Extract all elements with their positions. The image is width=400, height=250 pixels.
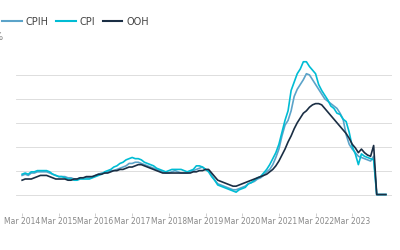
- CPIH: [384, 193, 388, 196]
- CPI: [270, 157, 275, 160]
- Line: CPI: CPI: [22, 62, 386, 194]
- Line: OOH: OOH: [22, 104, 386, 194]
- CPIH: [20, 174, 24, 177]
- OOH: [20, 179, 24, 182]
- CPI: [377, 193, 382, 196]
- CPI: [301, 60, 306, 63]
- CPIH: [374, 193, 379, 196]
- OOH: [118, 168, 122, 171]
- OOH: [374, 193, 379, 196]
- OOH: [222, 181, 226, 184]
- CPIH: [222, 185, 226, 188]
- CPI: [118, 162, 122, 165]
- CPIH: [304, 72, 309, 75]
- CPI: [96, 174, 101, 177]
- Legend: CPIH, CPI, OOH: CPIH, CPI, OOH: [0, 13, 153, 31]
- Line: CPIH: CPIH: [22, 74, 386, 194]
- CPIH: [377, 193, 382, 196]
- CPIH: [96, 173, 101, 176]
- CPI: [310, 68, 315, 71]
- CPIH: [118, 167, 122, 170]
- OOH: [307, 106, 312, 109]
- CPIH: [270, 163, 275, 166]
- CPI: [20, 173, 24, 176]
- CPI: [374, 193, 379, 196]
- Text: %: %: [0, 32, 2, 42]
- OOH: [384, 193, 388, 196]
- CPI: [384, 193, 388, 196]
- CPIH: [310, 78, 315, 81]
- OOH: [270, 168, 275, 171]
- CPI: [222, 186, 226, 189]
- OOH: [377, 193, 382, 196]
- OOH: [313, 102, 318, 105]
- OOH: [96, 173, 101, 176]
